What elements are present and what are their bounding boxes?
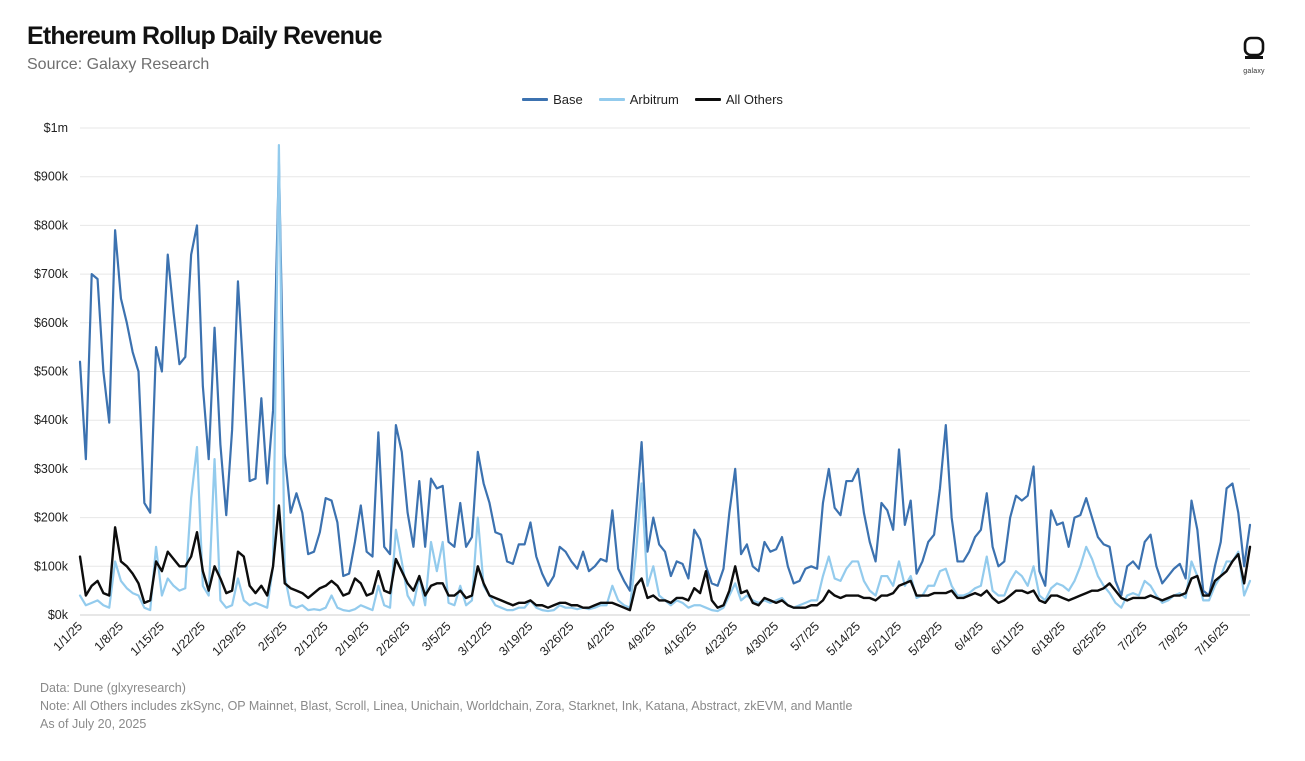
y-tick-label: $0k: [48, 608, 69, 622]
chart-title: Ethereum Rollup Daily Revenue: [27, 22, 382, 50]
x-tick-label: 4/2/25: [583, 619, 618, 654]
y-tick-label: $700k: [34, 267, 69, 281]
x-tick-label: 2/19/25: [332, 619, 371, 658]
legend-swatch-arbitrum: [598, 98, 625, 101]
y-tick-label: $600k: [34, 316, 69, 330]
grid-layer: [80, 127, 1250, 616]
galaxy-logo: galaxy: [1236, 36, 1272, 75]
footer-data-source: Data: Dune (glxyresearch): [40, 681, 186, 695]
y-tick-label: $100k: [34, 559, 69, 573]
x-tick-label: 4/23/25: [701, 619, 740, 658]
legend-swatch-base: [522, 98, 549, 101]
x-tick-label: 6/25/25: [1069, 619, 1108, 658]
y-tick-label: $200k: [34, 511, 69, 525]
chart-legend: Base Arbitrum All Others: [0, 92, 1305, 107]
x-tick-label: 1/15/25: [128, 619, 167, 658]
y-tick-label: $500k: [34, 365, 69, 379]
series-line-arbitrum: [78, 143, 1252, 613]
x-tick-label: 7/16/25: [1192, 619, 1231, 658]
y-axis-ticks: $0k $100k $200k $300k $400k $500k $600k $700k $8…: [34, 121, 69, 622]
series-layer: [78, 143, 1252, 613]
legend-label-base: Base: [553, 92, 583, 107]
y-tick-label: $800k: [34, 218, 69, 232]
x-tick-label: 1/1/25: [51, 619, 86, 654]
galaxy-logo-text: galaxy: [1243, 68, 1265, 75]
x-tick-label: 2/12/25: [291, 619, 330, 658]
y-tick-label: $900k: [34, 170, 69, 184]
y-tick-label: $1m: [44, 121, 68, 135]
legend-label-all-others: All Others: [725, 92, 783, 107]
legend-label-arbitrum: Arbitrum: [629, 92, 679, 107]
legend-item-base: Base: [522, 92, 583, 107]
chart-subtitle: Source: Galaxy Research: [27, 56, 210, 73]
legend-item-arbitrum: Arbitrum: [598, 92, 679, 107]
x-tick-label: 7/9/25: [1156, 619, 1191, 654]
x-tick-label: 7/2/25: [1115, 619, 1150, 654]
x-tick-label: 6/18/25: [1029, 619, 1068, 658]
x-tick-label: 3/5/25: [419, 619, 454, 654]
x-tick-label: 2/26/25: [373, 619, 412, 658]
x-tick-label: 5/14/25: [824, 619, 863, 658]
x-tick-label: 5/7/25: [788, 619, 823, 654]
x-tick-label: 1/8/25: [92, 619, 127, 654]
footer-notes: Data: Dune (glxyresearch) Note: All Othe…: [40, 679, 852, 733]
legend-item-all-others: All Others: [694, 92, 783, 107]
x-tick-label: 4/9/25: [624, 619, 659, 654]
x-tick-label: 4/30/25: [742, 619, 781, 658]
x-tick-label: 1/22/25: [169, 619, 208, 658]
y-tick-label: $400k: [34, 413, 69, 427]
x-tick-label: 6/11/25: [988, 619, 1027, 658]
x-tick-label: 6/4/25: [952, 619, 987, 654]
x-tick-label: 5/21/25: [865, 619, 904, 658]
footer-others-note: Note: All Others includes zkSync, OP Mai…: [40, 699, 853, 713]
x-tick-label: 5/28/25: [906, 619, 945, 658]
x-tick-label: 4/16/25: [660, 619, 699, 658]
x-tick-label: 2/5/25: [255, 619, 290, 654]
x-tick-label: 1/29/25: [210, 619, 249, 658]
x-axis-ticks: 1/1/25 1/8/25 1/15/25 1/22/25 1/29/25 2/5/25 2…: [51, 619, 1232, 658]
x-tick-label: 3/12/25: [455, 619, 494, 658]
x-tick-label: 3/26/25: [537, 619, 576, 658]
galaxy-logo-icon: [1243, 36, 1265, 59]
x-tick-label: 3/19/25: [496, 619, 535, 658]
series-line-others: [78, 504, 1252, 612]
y-tick-label: $300k: [34, 462, 69, 476]
footer-as-of: As of July 20, 2025: [40, 717, 147, 731]
legend-swatch-all-others: [694, 98, 721, 101]
series-line-base: [78, 160, 1252, 597]
